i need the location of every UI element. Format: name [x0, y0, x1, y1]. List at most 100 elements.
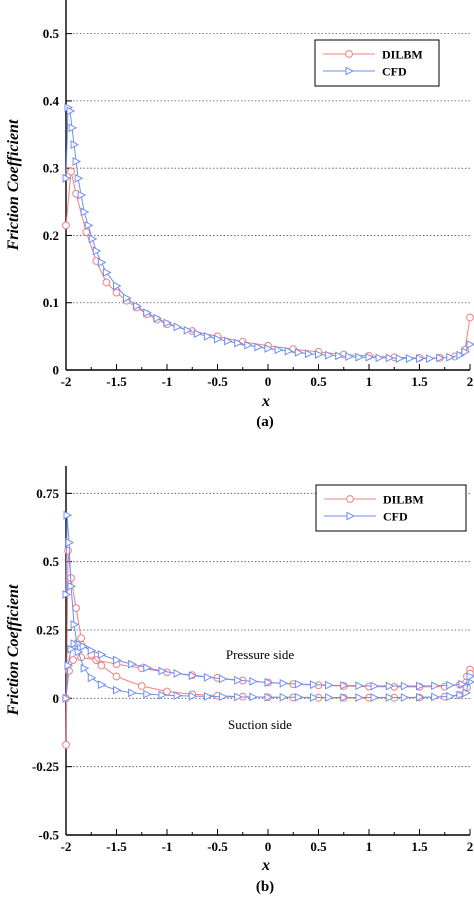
data-point	[67, 581, 77, 591]
data-point	[188, 671, 198, 681]
x-axis-label: x	[261, 857, 270, 874]
data-point	[77, 634, 86, 643]
x-tick-label: 1.5	[411, 839, 428, 854]
data-point	[264, 692, 274, 702]
x-tick-label: 0.5	[310, 839, 327, 854]
data-point	[72, 157, 82, 166]
data-point	[173, 691, 183, 701]
data-point	[234, 692, 243, 702]
data-point	[355, 693, 364, 702]
data-point	[74, 173, 84, 183]
legend-label: DILBM	[383, 493, 424, 507]
y-tick-label: 0.5	[43, 26, 60, 41]
data-point	[279, 692, 289, 702]
data-point	[97, 257, 107, 267]
legend-marker	[345, 66, 355, 76]
data-point	[203, 331, 213, 341]
x-tick-label: 1	[366, 374, 373, 389]
data-point	[456, 350, 465, 360]
y-tick-label: 0.2	[43, 228, 59, 243]
x-tick-label: 0	[265, 374, 272, 389]
chart-panel-a: -2 -1.5 -1 -0.5 0 0.5 1 1.5 2 0 0.1 0.2 0.3 0.4 0.5 x Fr…	[5, 0, 474, 430]
data-point	[446, 352, 455, 362]
x-tick-label: -1	[162, 839, 173, 854]
data-point	[254, 342, 263, 352]
data-point	[466, 672, 474, 681]
y-tick-label: 0.3	[43, 161, 60, 176]
data-point	[102, 278, 111, 287]
data-point	[385, 693, 395, 702]
data-point	[458, 679, 468, 689]
data-point	[274, 345, 284, 355]
data-point	[123, 293, 132, 303]
legend-label: CFD	[383, 510, 408, 524]
data-point	[304, 349, 314, 359]
data-point	[234, 338, 243, 348]
data-point	[249, 692, 258, 702]
data-point	[62, 590, 72, 599]
data-point	[284, 346, 294, 356]
data-point	[112, 672, 121, 681]
data-point	[62, 693, 72, 703]
data-point	[436, 353, 445, 363]
x-tick-label: 2	[467, 374, 474, 389]
data-point	[214, 334, 223, 344]
data-point	[309, 680, 319, 690]
data-point	[97, 680, 107, 690]
data-point	[249, 676, 258, 686]
data-point	[466, 313, 474, 322]
data-point	[70, 620, 80, 629]
data-point	[385, 353, 395, 363]
data-point	[405, 354, 415, 363]
x-tick-label: -0.5	[207, 839, 228, 854]
legend-marker	[346, 511, 356, 521]
data-point	[88, 234, 98, 244]
x-tick-label: 1	[366, 839, 373, 854]
data-point	[70, 639, 80, 649]
data-point	[68, 123, 78, 133]
series-dilbm	[62, 167, 474, 362]
legend: DILBM CFD	[315, 484, 467, 532]
y-tick-label: 0.5	[43, 554, 60, 569]
data-point	[102, 268, 112, 277]
legend-label: CFD	[382, 65, 407, 79]
series-line	[65, 171, 471, 359]
data-point	[375, 353, 385, 363]
y-tick-label: -0.5	[38, 828, 59, 843]
data-point	[244, 340, 253, 350]
data-point	[128, 688, 137, 698]
data-point	[92, 246, 102, 256]
data-point	[416, 354, 425, 363]
x-tick-label: 1.5	[411, 374, 428, 389]
data-point	[112, 288, 121, 297]
data-point	[335, 351, 344, 361]
data-point	[66, 106, 76, 116]
annotation: Suction side	[228, 717, 292, 732]
legend: DILBM CFD	[314, 39, 440, 87]
y-tick-label: 0.25	[36, 623, 59, 638]
panel-caption: (b)	[256, 879, 274, 895]
data-point	[62, 173, 72, 183]
data-point	[80, 663, 90, 673]
x-tick-label: 0	[265, 839, 272, 854]
data-point	[64, 661, 74, 670]
data-point	[294, 692, 304, 702]
data-point	[87, 673, 97, 683]
data-point	[133, 301, 142, 311]
legend-marker	[346, 495, 354, 503]
data-point	[113, 281, 122, 291]
data-point	[340, 693, 349, 702]
data-point	[97, 650, 107, 660]
data-point	[188, 691, 198, 701]
data-point	[365, 352, 375, 362]
data-point	[84, 220, 94, 230]
x-tick-label: -1.5	[106, 839, 127, 854]
data-point	[158, 690, 168, 700]
data-point	[395, 354, 405, 363]
data-point	[224, 336, 233, 346]
data-point	[431, 692, 440, 702]
data-point	[416, 681, 425, 691]
data-point	[203, 672, 213, 682]
data-point	[426, 354, 435, 363]
